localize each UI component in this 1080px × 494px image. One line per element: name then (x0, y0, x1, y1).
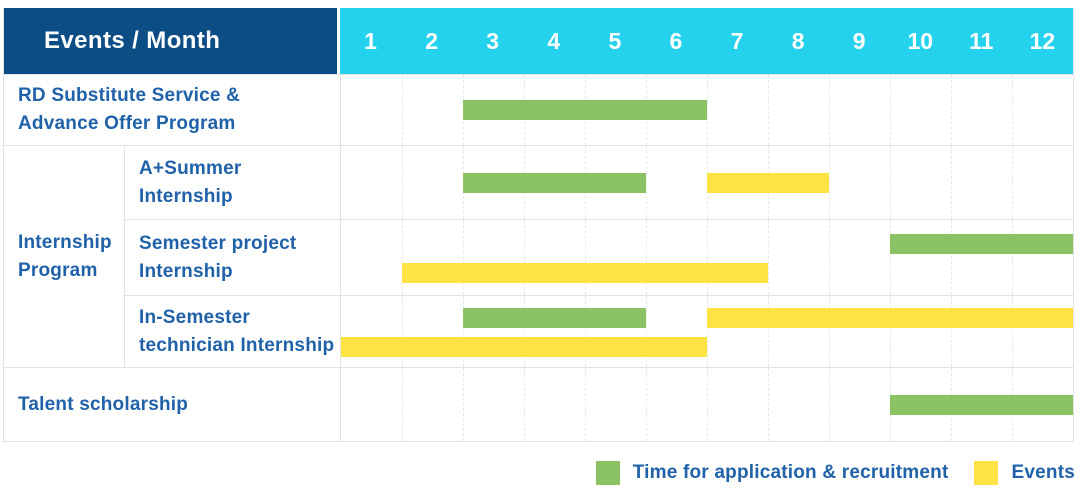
month-gridline (707, 75, 708, 145)
row-label-semester-project: Semester project Internship (124, 219, 340, 295)
row-label-line: technician Internship (139, 334, 335, 356)
table-title: Events / Month (44, 27, 221, 54)
row-label-talent-scholarship: Talent scholarship (4, 367, 340, 441)
month-label: 8 (791, 28, 805, 54)
month-label: 6 (669, 28, 683, 54)
month-gridline (585, 296, 586, 367)
row-label-line: Internship (139, 260, 233, 282)
gantt-bar-yellow (707, 307, 1073, 328)
legend: Time for application & recruitment Event… (595, 461, 1075, 485)
month-gridline (524, 220, 525, 295)
row-label-line: Semester project (139, 232, 297, 254)
gantt-bar-green (463, 172, 646, 193)
month-gridline (829, 368, 830, 441)
gantt-row-talent-scholarship (340, 367, 1073, 441)
month-gridline (585, 368, 586, 441)
gantt-row-semester-project (340, 219, 1073, 295)
month-gridline (646, 146, 647, 219)
legend-label: Events (1011, 462, 1075, 483)
legend-item-application: Time for application & recruitment (595, 461, 949, 485)
month-gridline (1012, 75, 1013, 145)
gantt-bar-green (890, 233, 1073, 254)
month-gridline (829, 296, 830, 367)
month-gridline (402, 75, 403, 145)
month-gridline (829, 75, 830, 145)
row-label-line: Internship (139, 185, 233, 207)
month-gridline (463, 220, 464, 295)
month-gridline (890, 220, 891, 295)
gantt-row-in-semester-technician (340, 295, 1073, 367)
gantt-table: Events / Month 1 2 3 4 5 6 7 8 9 10 11 12 RD Substi… (3, 8, 1074, 442)
month-label: 12 (1029, 28, 1056, 54)
month-label: 1 (364, 28, 377, 54)
month-gridline (707, 296, 708, 367)
month-gridline (402, 220, 403, 295)
month-gridline (707, 368, 708, 441)
gantt-bar-yellow (707, 172, 829, 193)
month-gridline (829, 220, 830, 295)
row-label-line: Talent scholarship (18, 393, 189, 415)
gantt-bar-green (463, 100, 707, 120)
table-header-title-cell: Events / Month (4, 8, 340, 74)
legend-label: Time for application & recruitment (632, 462, 949, 483)
month-gridline (890, 146, 891, 219)
legend-item-events: Events (974, 461, 1075, 485)
row-label-line: RD Substitute Service & (18, 85, 241, 106)
month-gridline (890, 75, 891, 145)
gantt-row-rd-substitute (340, 74, 1073, 145)
month-gridline (646, 220, 647, 295)
gantt-bar-green (890, 394, 1073, 415)
month-label: 5 (608, 28, 622, 54)
month-gridline (768, 296, 769, 367)
month-gridline (951, 220, 952, 295)
month-gridline (402, 146, 403, 219)
month-gridline (1012, 146, 1013, 219)
month-gridline (1012, 296, 1013, 367)
yellow-swatch-icon (974, 461, 999, 485)
month-gridline (402, 296, 403, 367)
gantt-bar-yellow (341, 336, 707, 357)
gantt-bar-yellow (402, 262, 768, 283)
month-gridline (768, 368, 769, 441)
gantt-row-a-plus-summer (340, 145, 1073, 219)
month-label: 10 (907, 28, 934, 54)
month-label: 11 (969, 28, 994, 54)
month-gridline (829, 146, 830, 219)
month-gridline (463, 368, 464, 441)
month-gridline (890, 296, 891, 367)
month-gridline (951, 75, 952, 145)
month-gridline (463, 296, 464, 367)
month-gridline (585, 220, 586, 295)
group-label-line: Internship (18, 231, 112, 253)
row-label-in-semester-technician: In-Semester technician Internship (124, 295, 340, 367)
row-label-line: A+Summer (139, 157, 242, 179)
row-label-line: Advance Offer Program (18, 113, 236, 134)
month-label: 4 (547, 28, 561, 54)
group-label-line: Program (18, 259, 98, 281)
gantt-bar-green (463, 307, 646, 328)
row-label-a-plus-summer: A+Summer Internship (124, 145, 340, 219)
month-gridline (1012, 220, 1013, 295)
month-gridline (951, 146, 952, 219)
month-gridline (646, 296, 647, 367)
month-label: 3 (486, 28, 500, 54)
month-label: 7 (730, 28, 744, 54)
month-gridline (707, 220, 708, 295)
month-gridline (402, 368, 403, 441)
month-gridline (768, 75, 769, 145)
month-gridline (646, 368, 647, 441)
month-label: 9 (852, 28, 866, 54)
month-gridline (524, 368, 525, 441)
row-label-rd-substitute: RD Substitute Service & Advance Offer Pr… (4, 74, 340, 145)
month-gridline (951, 296, 952, 367)
row-label-line: In-Semester (139, 306, 250, 328)
green-swatch-icon (595, 461, 620, 485)
month-label: 2 (425, 28, 439, 54)
month-gridline (768, 220, 769, 295)
month-gridline (524, 296, 525, 367)
month-header-row: 1 2 3 4 5 6 7 8 9 10 11 12 (340, 8, 1073, 74)
group-label-internship-program: Internship Program (4, 145, 124, 367)
